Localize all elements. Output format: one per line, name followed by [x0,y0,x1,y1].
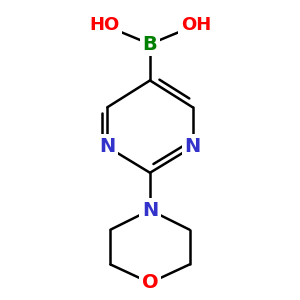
Text: HO: HO [89,16,119,34]
Text: N: N [184,137,201,156]
Text: N: N [142,201,158,220]
Text: O: O [142,273,158,292]
Text: OH: OH [181,16,211,34]
Text: B: B [142,34,158,54]
Text: N: N [99,137,116,156]
